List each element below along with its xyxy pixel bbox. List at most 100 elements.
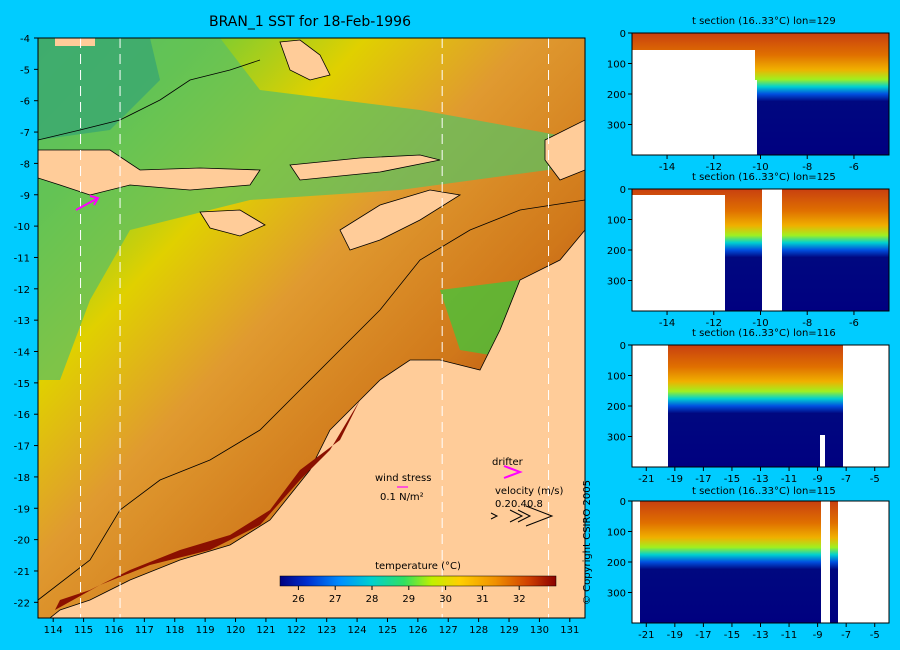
colorbar-tick-label: 28	[366, 594, 379, 605]
section-x-tick-label: -7	[841, 474, 851, 485]
map-x-tick-label: 120	[226, 625, 245, 636]
map-y-tick-label: -8	[20, 159, 30, 170]
map-x-tick-label: 116	[104, 625, 123, 636]
section-lines	[80, 38, 550, 618]
section-panel: -21 -19 -17 -15 -13 -11 -9 -7 -5 0 100 200 300	[607, 341, 890, 485]
section-y-tick-label: 200	[607, 558, 626, 569]
map-y-tick-label: -5	[20, 65, 30, 76]
map-y-axis: -4 -5 -6 -7 -8 -9 -10 -11 -12 -13 -14 -15 -16 -17 -18 -…	[14, 34, 38, 609]
section-x-tick-label: -21	[638, 630, 654, 641]
land-banda-islands	[544, 119, 586, 181]
section-land-mask	[632, 345, 668, 467]
map-y-tick-label: -14	[14, 348, 30, 359]
section-x-tick-label: -8	[802, 162, 812, 173]
land-australia	[48, 228, 586, 619]
section-x-tick-label: -17	[695, 474, 711, 485]
section-land-mask	[820, 435, 825, 467]
java-contour	[37, 59, 261, 141]
section-title-lon129: t section (16..33°C) lon=129	[692, 16, 836, 27]
chart-title: BRAN_1 SST for 18-Feb-1996	[209, 14, 411, 30]
map-y-tick-label: -11	[14, 253, 30, 264]
map-x-tick-label: 127	[439, 625, 458, 636]
map-x-tick-label: 128	[469, 625, 488, 636]
velocity-values: 0.2 0.4 0.8	[495, 499, 543, 510]
map-y-tick-label: -13	[14, 316, 30, 327]
map-y-tick-label: -19	[14, 504, 30, 515]
velocity-value: 0.4	[511, 499, 527, 510]
map-y-tick-label: -6	[20, 97, 30, 108]
map-y-tick-label: -9	[20, 191, 30, 202]
velocity-value: 0.2	[495, 499, 511, 510]
section-y-tick-label: 300	[607, 277, 626, 288]
section-x-tick-label: -10	[752, 318, 768, 329]
section-y-tick-label: 200	[607, 90, 626, 101]
colorbar	[279, 575, 557, 587]
section-land-mask	[821, 501, 830, 623]
map-y-tick-label: -7	[20, 128, 30, 139]
colorbar-tick-label: 32	[513, 594, 526, 605]
map-y-tick-label: -17	[14, 442, 30, 453]
map-y-tick-label: -12	[14, 285, 30, 296]
land-borneo-edge	[55, 38, 95, 46]
map-x-tick-label: 124	[348, 625, 367, 636]
colorbar-tick-label: 29	[402, 594, 415, 605]
section-land-mask	[632, 501, 640, 623]
map-x-tick-label: 129	[499, 625, 518, 636]
velocity-arrow-large-icon	[525, 505, 554, 527]
sst-map	[37, 38, 586, 619]
colorbar-tick-label: 31	[476, 594, 489, 605]
wind-stress-value: 0.1 N/m²	[380, 492, 424, 503]
cool-water-region	[38, 38, 585, 380]
section-x-tick-label: -5	[870, 630, 880, 641]
section-land-mask	[843, 345, 889, 467]
section-title-lon125: t section (16..33°C) lon=125	[692, 172, 836, 183]
map-y-tick-label: -16	[14, 410, 30, 421]
section-y-tick-label: 100	[607, 528, 626, 539]
section-x-tick-label: -15	[724, 474, 740, 485]
section-y-tick-label: 200	[607, 402, 626, 413]
section-panel: -21 -19 -17 -15 -13 -11 -9 -7 -5 0 100 200 300	[607, 497, 890, 641]
map-x-axis: 114 115 116 117 118 119 120 121 122 123 124 125 126 1…	[44, 618, 579, 636]
map-x-tick-label: 131	[560, 625, 579, 636]
section-land-mask	[838, 501, 889, 623]
section-x-tick-label: -8	[802, 318, 812, 329]
land-java-bali	[37, 149, 261, 196]
land-timor	[339, 189, 462, 251]
velocity-label: velocity (m/s)	[495, 486, 563, 497]
section-y-tick-label: 300	[607, 589, 626, 600]
map-x-tick-label: 125	[378, 625, 397, 636]
colorbar-tick-label: 30	[439, 594, 452, 605]
map-x-tick-label: 118	[165, 625, 184, 636]
section-x-tick-label: -6	[849, 162, 859, 173]
wind-stress-label: wind stress	[375, 473, 431, 484]
section-land-mask	[632, 50, 755, 155]
section-panel: -14 -12 -10 -8 -6 0 100 200 300	[607, 29, 890, 173]
map-frame	[37, 37, 586, 619]
section-x-tick-label: -5	[870, 474, 880, 485]
section-x-tick-label: -13	[752, 474, 768, 485]
map-y-tick-label: -18	[14, 473, 30, 484]
section-x-tick-label: -21	[638, 474, 654, 485]
map-y-tick-label: -21	[14, 567, 30, 578]
land-sumba	[199, 209, 266, 237]
map-x-tick-label: 123	[317, 625, 336, 636]
section-x-tick-label: -9	[813, 630, 823, 641]
section-x-tick-label: -15	[724, 630, 740, 641]
section-x-tick-label: -10	[752, 162, 768, 173]
map-y-tick-label: -15	[14, 379, 30, 390]
map-x-tick-label: 114	[44, 625, 63, 636]
section-x-tick-label: -12	[706, 162, 722, 173]
cool-water-nw	[38, 38, 160, 140]
map-y-tick-label: -22	[14, 598, 30, 609]
section-x-tick-label: -12	[706, 318, 722, 329]
section-y-tick-label: 100	[607, 216, 626, 227]
colorbar-label: temperature (°C)	[375, 561, 461, 572]
section-y-tick-label: 100	[607, 60, 626, 71]
velocity-arrow-small-icon	[490, 512, 499, 520]
section-title-lon115: t section (16..33°C) lon=115	[692, 486, 836, 497]
velocity-arrow-mid-icon	[509, 509, 532, 523]
section-x-tick-label: -14	[659, 162, 675, 173]
map-y-tick-label: -20	[14, 536, 30, 547]
map-x-tick-label: 121	[256, 625, 275, 636]
